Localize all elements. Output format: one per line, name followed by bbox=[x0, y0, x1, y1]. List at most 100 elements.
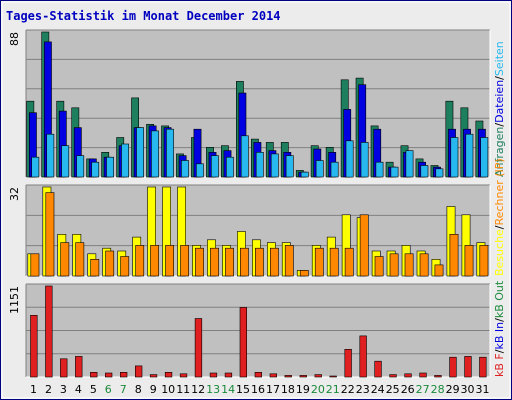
bar bbox=[465, 133, 474, 178]
bar bbox=[389, 253, 399, 277]
bar bbox=[240, 247, 249, 277]
x-tick-label: 18 bbox=[281, 383, 295, 396]
legend-entry: Besuche bbox=[493, 229, 506, 276]
bar bbox=[31, 156, 40, 178]
bar bbox=[90, 258, 100, 277]
bar bbox=[480, 137, 489, 178]
bar bbox=[270, 153, 279, 178]
legend-entry: / bbox=[493, 76, 506, 80]
legend-upper: Anfragen/Dateien/Seiten bbox=[493, 41, 506, 177]
legend-entry: Rechner (IP) bbox=[493, 158, 506, 225]
bar bbox=[179, 373, 188, 378]
bar bbox=[360, 142, 369, 178]
panel-2: 32 bbox=[8, 184, 491, 277]
bar bbox=[209, 372, 218, 378]
x-tick-label: 19 bbox=[296, 383, 310, 396]
chart-legends: Anfragen/Dateien/Seiten Besuche / Rechner (… bbox=[493, 41, 506, 377]
bar bbox=[284, 375, 292, 378]
bar bbox=[240, 135, 249, 178]
bar bbox=[404, 253, 414, 277]
bar bbox=[30, 253, 40, 277]
bar bbox=[329, 247, 339, 277]
bar bbox=[314, 247, 324, 277]
bar bbox=[224, 372, 233, 378]
legend-entry: / bbox=[493, 123, 506, 127]
x-tick-label: 13 bbox=[206, 383, 220, 396]
bar bbox=[46, 133, 55, 178]
bar bbox=[420, 165, 429, 178]
bar bbox=[405, 150, 414, 178]
bar bbox=[479, 245, 489, 277]
x-tick-label: 20 bbox=[311, 383, 325, 396]
bar bbox=[149, 374, 158, 378]
y-max-label: 88 bbox=[8, 32, 21, 46]
bar bbox=[61, 145, 70, 178]
bar bbox=[210, 247, 219, 277]
bar bbox=[255, 152, 264, 178]
bar bbox=[255, 247, 264, 277]
x-tick-label: 7 bbox=[120, 383, 127, 396]
x-tick-label: 1 bbox=[30, 383, 37, 396]
bar bbox=[136, 127, 144, 178]
x-tick-label: 6 bbox=[105, 383, 112, 396]
bar bbox=[194, 318, 203, 378]
bar bbox=[269, 373, 277, 378]
x-tick-label: 23 bbox=[356, 383, 370, 396]
legend-entry: / bbox=[493, 349, 506, 353]
bar bbox=[164, 371, 173, 378]
bar bbox=[344, 247, 354, 277]
x-tick-label: 2 bbox=[45, 383, 52, 396]
bar bbox=[315, 160, 324, 178]
x-axis-day-labels: 1 2 3 4 5 6 7 8 9 10 11 12 13 14 15 16 17 18 19 20 21 22 23 24 2… bbox=[30, 383, 490, 396]
legend-entry: / bbox=[493, 318, 506, 322]
x-tick-label: 26 bbox=[401, 383, 415, 396]
bar bbox=[45, 192, 55, 277]
bar bbox=[389, 374, 397, 378]
chart-panels: 88 32 1151 bbox=[8, 29, 491, 378]
bar bbox=[180, 245, 189, 277]
series-seiten bbox=[31, 127, 489, 178]
bar bbox=[269, 247, 279, 277]
bar bbox=[404, 373, 412, 378]
bar bbox=[419, 372, 427, 378]
x-tick-label: 30 bbox=[461, 383, 475, 396]
bar bbox=[449, 356, 457, 378]
bar bbox=[299, 270, 309, 277]
bar bbox=[195, 247, 204, 277]
bar bbox=[120, 256, 130, 277]
x-tick-label: 25 bbox=[386, 383, 400, 396]
bar bbox=[120, 371, 128, 378]
x-tick-label: 8 bbox=[135, 383, 142, 396]
bar bbox=[225, 247, 234, 277]
bar bbox=[196, 163, 204, 178]
bar bbox=[330, 161, 339, 178]
bar bbox=[211, 155, 219, 178]
bar bbox=[359, 214, 369, 277]
bar bbox=[450, 137, 459, 178]
x-tick-label: 10 bbox=[161, 383, 175, 396]
legend-entry: kB Out bbox=[493, 280, 506, 318]
bar bbox=[121, 143, 129, 178]
x-tick-label: 14 bbox=[221, 383, 235, 396]
x-tick-label: 15 bbox=[236, 383, 250, 396]
bar bbox=[90, 371, 98, 378]
bar bbox=[314, 374, 322, 378]
bar bbox=[285, 155, 294, 178]
x-tick-label: 11 bbox=[176, 383, 190, 396]
bar bbox=[60, 358, 68, 378]
bar bbox=[150, 245, 159, 277]
bar bbox=[75, 242, 85, 277]
bar bbox=[181, 160, 189, 178]
legend-lower: kB F/kB In/kB Out bbox=[493, 280, 506, 377]
bar bbox=[106, 156, 114, 178]
bar bbox=[449, 234, 459, 277]
bar bbox=[45, 285, 53, 378]
bar bbox=[135, 245, 145, 277]
bar bbox=[435, 168, 444, 178]
bar bbox=[284, 245, 294, 277]
x-tick-label: 9 bbox=[150, 383, 157, 396]
bar bbox=[254, 371, 262, 378]
bar bbox=[374, 360, 382, 378]
bar bbox=[329, 375, 337, 378]
